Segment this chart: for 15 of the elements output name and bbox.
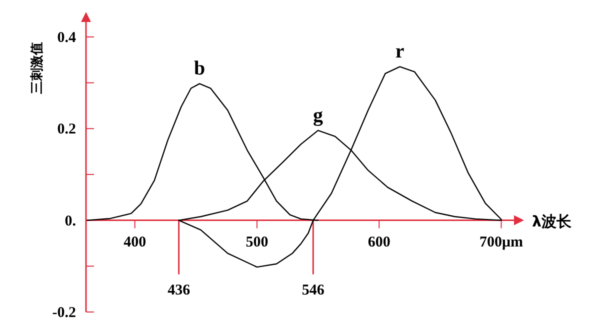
x-tick-label: 700μm bbox=[479, 234, 524, 250]
x-axis-title: λ波长 bbox=[532, 212, 572, 230]
y-tick-label: -0.2 bbox=[52, 305, 76, 321]
x-tick-label: 400 bbox=[124, 234, 146, 250]
series-label: b bbox=[194, 58, 206, 80]
x-tick-label: 600 bbox=[368, 234, 390, 250]
series-label: r bbox=[395, 40, 404, 63]
ref-line-label: 546 bbox=[302, 282, 325, 298]
ref-line-label: 436 bbox=[168, 282, 191, 298]
x-tick-label: 500 bbox=[246, 234, 268, 250]
y-tick-label: 0.2 bbox=[57, 122, 76, 138]
y-axis-title: 三刺激值 bbox=[30, 42, 45, 94]
y-tick-label: 0. bbox=[64, 213, 76, 230]
y-tick-label: 0.4 bbox=[57, 30, 76, 46]
series-label: g bbox=[313, 104, 324, 126]
